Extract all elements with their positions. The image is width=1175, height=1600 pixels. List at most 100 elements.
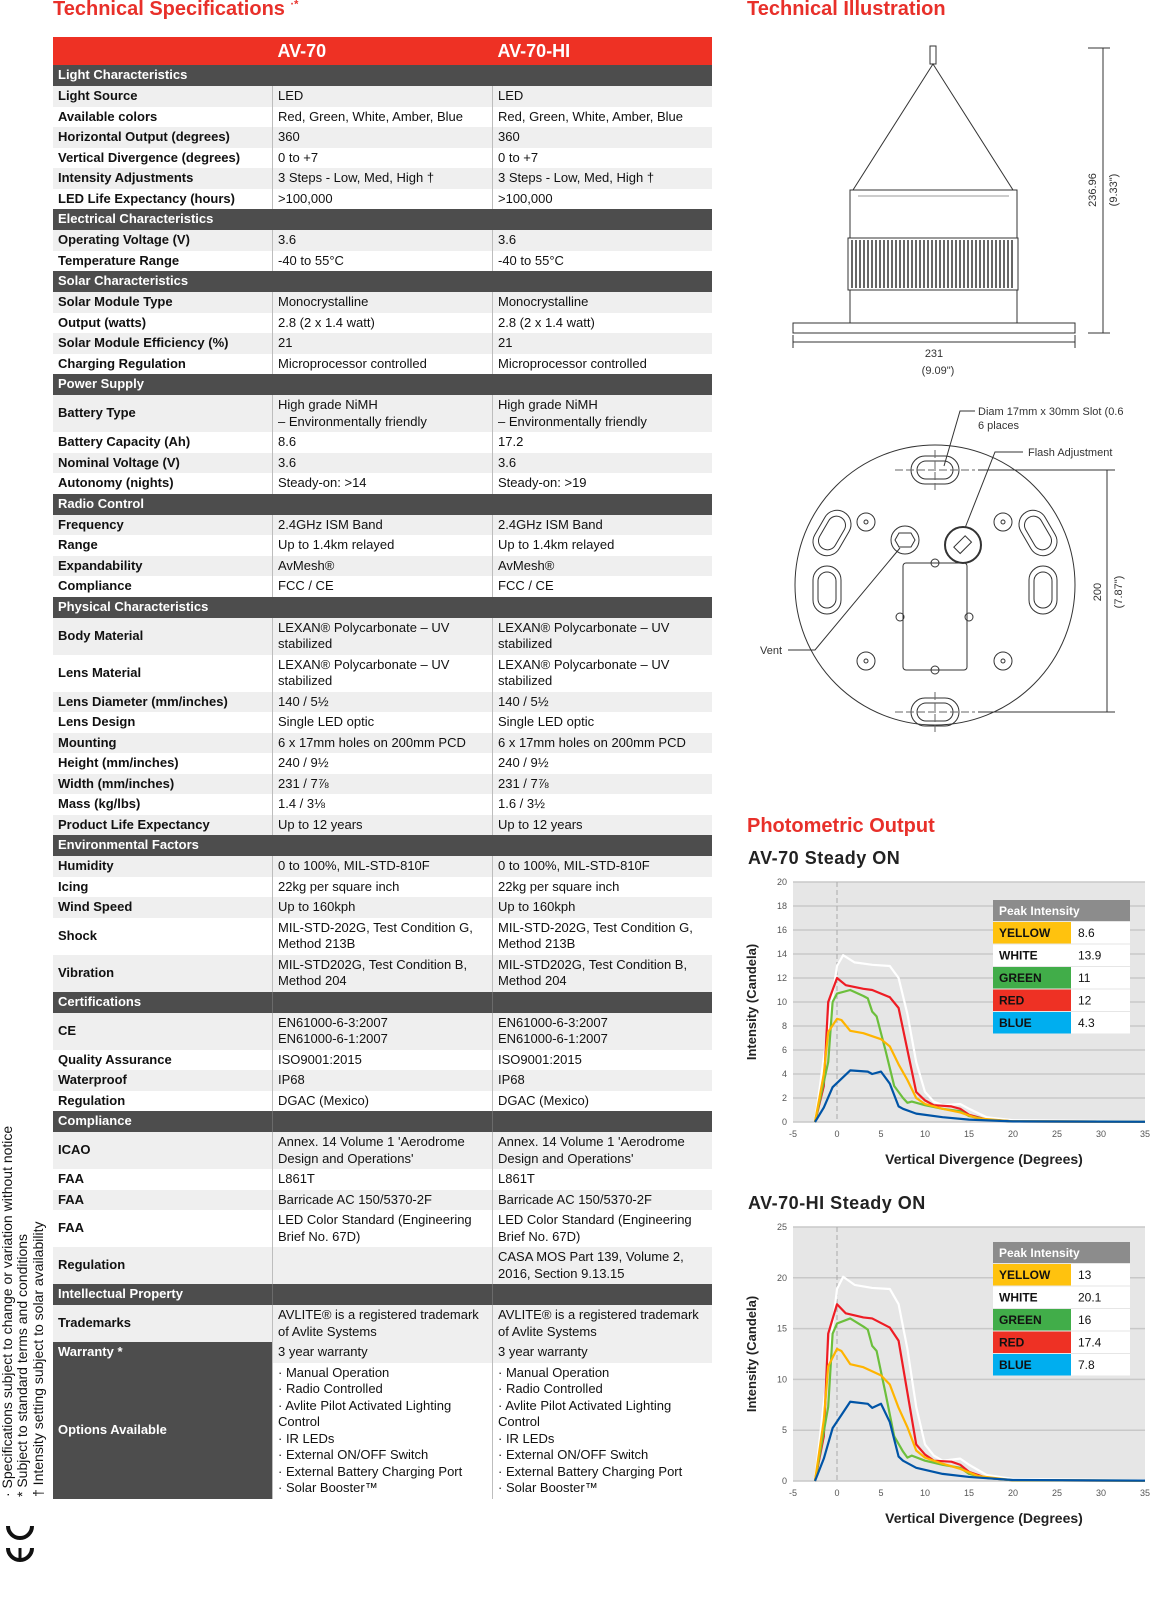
value-av70: · Manual Operation · Radio Controlled · …: [272, 1362, 493, 1499]
row-label: Expandability: [53, 555, 273, 576]
legend-label: RED: [999, 994, 1025, 1008]
value-av70-hi: 140 / 5½: [492, 691, 712, 712]
legend-value-cell: [1071, 1309, 1130, 1331]
x-tick-label: -5: [789, 1129, 797, 1139]
table-row: Nominal Voltage (V) 3.6 3.6: [53, 452, 712, 473]
chart1-title: AV-70 Steady ON: [748, 848, 901, 868]
section-header: Power Supply: [53, 374, 712, 395]
value-av70-hi: L861T: [492, 1169, 712, 1190]
vent-label: Vent: [760, 645, 782, 657]
legend-label: GREEN: [999, 971, 1042, 985]
value-av70-hi: Monocrystalline: [492, 292, 712, 313]
value-av70: 21: [272, 333, 493, 354]
row-label: Battery Type: [53, 395, 273, 432]
specs-title: Technical Specifications ·*: [53, 0, 298, 21]
row-label: FAA: [53, 1169, 273, 1190]
value-av70: MIL-STD-202G, Test Condition G, Method 2…: [272, 917, 493, 955]
y-tick-label: 10: [777, 997, 787, 1007]
footnote-terms: * Subject to standard terms and conditio…: [14, 1233, 30, 1497]
legend-value: 4.3: [1078, 1016, 1095, 1030]
table-row: FAA L861T L861T: [53, 1169, 712, 1190]
value-av70-hi: · Manual Operation · Radio Controlled · …: [492, 1362, 712, 1499]
specs-title-mark: ·*: [290, 0, 299, 11]
legend-label: RED: [999, 1336, 1025, 1350]
value-av70-hi: >100,000: [492, 188, 712, 209]
section-title: Solar Characteristics: [53, 271, 712, 292]
x-tick-label: 5: [878, 1129, 883, 1139]
value-av70: LEXAN® Polycarbonate – UV stabilized: [272, 617, 493, 655]
legend-value: 13.9: [1078, 949, 1102, 963]
table-row: Shock MIL-STD-202G, Test Condition G, Met…: [53, 917, 712, 955]
value-av70: FCC / CE: [272, 576, 493, 597]
series-line-blue: [813, 1400, 1146, 1482]
y-tick-label: 6: [782, 1045, 787, 1055]
section-title: Compliance: [53, 1111, 273, 1132]
legend-value-cell: [1071, 1264, 1130, 1286]
value-av70-hi: Single LED optic: [492, 712, 712, 733]
value-av70: ISO9001:2015: [272, 1049, 493, 1070]
value-av70: 3.6: [272, 452, 493, 473]
row-label: Body Material: [53, 617, 273, 655]
row-label: Autonomy (nights): [53, 473, 273, 494]
section-header: Certifications: [53, 991, 712, 1013]
series-line-blue: [814, 1069, 1146, 1123]
row-label: Nominal Voltage (V): [53, 452, 273, 473]
y-tick-label: 14: [777, 949, 787, 959]
row-label: Available colors: [53, 106, 273, 127]
legend-value-cell: [1071, 967, 1130, 989]
table-row: Waterproof IP68 IP68: [53, 1070, 712, 1091]
value-av70: Single LED optic: [272, 712, 493, 733]
value-av70: [272, 1247, 493, 1284]
bottom-view-drawing: [788, 410, 1115, 732]
table-row: Charging Regulation Microprocessor contro…: [53, 353, 712, 374]
series-line-yellow: [813, 1347, 1146, 1482]
y-tick-label: 20: [777, 877, 787, 887]
table-row: Autonomy (nights) Steady-on: >14 Steady-on…: [53, 473, 712, 494]
x-tick-label: 0: [834, 1488, 839, 1498]
legend-swatch-blue: [993, 1354, 1071, 1376]
value-av70-hi: ISO9001:2015: [492, 1049, 712, 1070]
value-av70: -40 to 55°C: [272, 250, 493, 271]
y-tick-label: 0: [782, 1476, 787, 1486]
section-header: Electrical Characteristics: [53, 209, 712, 230]
legend-label: WHITE: [999, 949, 1038, 963]
table-row: CE EN61000-6-3:2007 EN61000-6-1:2007 EN610…: [53, 1012, 712, 1050]
value-av70-hi: 2.4GHz ISM Band: [492, 514, 712, 535]
table-row: Solar Module Efficiency (%) 21 21: [53, 333, 712, 354]
row-label: Lens Diameter (mm/inches): [53, 691, 273, 712]
section-header: Intellectual Property: [53, 1284, 712, 1305]
legend-swatch-white: [993, 944, 1071, 966]
table-row: Lens Material LEXAN® Polycarbonate – UV s…: [53, 654, 712, 692]
x-tick-label: 15: [964, 1129, 974, 1139]
legend-header: [993, 1242, 1130, 1263]
value-av70-hi: 231 / 7⅞: [492, 773, 712, 794]
model-header: AV-70: [272, 37, 493, 65]
value-av70-hi: LEXAN® Polycarbonate – UV stabilized: [492, 654, 712, 692]
specifications-table: AV-70 AV-70-HI Light Characteristics Light …: [53, 37, 712, 1499]
section-title: Radio Control: [53, 493, 712, 515]
value-av70: LED Color Standard (Engineering Brief No…: [272, 1210, 493, 1247]
value-av70: Monocrystalline: [272, 292, 493, 313]
row-label: Intensity Adjustments: [53, 168, 273, 189]
row-label: Icing: [53, 876, 273, 897]
ce-mark-logo: [6, 1525, 34, 1562]
table-row: Mass (kg/lbs) 1.4 / 3⅛ 1.6 / 3½: [53, 794, 712, 815]
y-tick-label: 0: [782, 1117, 787, 1127]
value-av70-hi: 0 to +7: [492, 147, 712, 168]
legend-value: 16: [1078, 1313, 1092, 1327]
value-av70-hi: 0 to 100%, MIL-STD-810F: [492, 856, 712, 877]
legend-value-cell: [1071, 1354, 1130, 1376]
legend-value: 20.1: [1078, 1291, 1102, 1305]
table-row: Width (mm/inches) 231 / 7⅞ 231 / 7⅞: [53, 773, 712, 794]
value-av70-hi: Up to 1.4km relayed: [492, 535, 712, 556]
row-label: Mounting: [53, 732, 273, 753]
value-av70: 3.6: [272, 230, 493, 251]
flash-adjustment-label: Flash Adjustment: [1028, 447, 1112, 459]
section-spacer: [492, 1111, 712, 1132]
row-label: FAA: [53, 1189, 273, 1210]
row-label: Product Life Expectancy: [53, 814, 273, 835]
value-av70: IP68: [272, 1070, 493, 1091]
row-label: Width (mm/inches): [53, 773, 273, 794]
row-label: Light Source: [53, 86, 273, 107]
table-row: Expandability AvMesh® AvMesh®: [53, 555, 712, 576]
